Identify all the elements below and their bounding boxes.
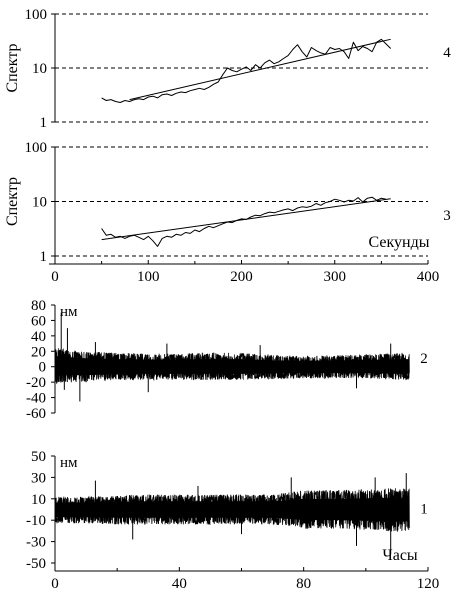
panel4-y-axis-label: Спектр <box>4 43 21 92</box>
panel4-spectrum-line <box>101 38 392 103</box>
panel2-y-tick-label: 0 <box>39 360 47 376</box>
panel4-label: 4 <box>443 45 451 61</box>
panel1-signal-core <box>55 497 410 522</box>
panel4-y-tick-label: 100 <box>25 7 48 23</box>
panel3-fit-line <box>101 198 391 241</box>
panel3-y-axis-label: Спектр <box>4 177 21 226</box>
panel2-label: 2 <box>420 351 428 367</box>
panel2-signal-core <box>55 356 410 376</box>
panel3-spectrum-line <box>101 196 387 247</box>
panel2-y-tick-label: -20 <box>26 375 46 391</box>
panel1-y-tick-label: -10 <box>26 513 46 529</box>
panel3-x-tick-label: 300 <box>324 269 347 285</box>
panel3-y-tick-label: 1 <box>40 249 48 265</box>
panel3-x-tick-label: 200 <box>230 269 253 285</box>
panel1-x-tick-label: 80 <box>296 576 311 592</box>
panel2-y-tick-label: 20 <box>31 344 46 360</box>
panel2-y-tick-label: -60 <box>26 406 46 422</box>
panel4-y-tick-label: 1 <box>40 115 48 131</box>
panel1-unit-label: нм <box>60 455 78 471</box>
panel3-x-tick-label: 0 <box>51 269 59 285</box>
panel4-y-tick-label: 10 <box>32 61 47 77</box>
panel1-y-tick-label: 50 <box>31 449 46 465</box>
panel2-unit-label: нм <box>60 304 78 320</box>
panel3-x-axis-label: Секунды <box>369 234 430 251</box>
panel1-label: 1 <box>420 502 428 518</box>
panel1-y-tick-label: -50 <box>26 556 46 572</box>
panel2-y-tick-label: 40 <box>31 329 46 345</box>
panel1-y-tick-label: -30 <box>26 535 46 551</box>
panel3-y-tick-label: 100 <box>25 140 48 156</box>
panel4-fit-line <box>129 38 391 101</box>
panel2-y-tick-label: 80 <box>31 298 46 314</box>
panel3-panel: 1 10 100 Спектр 3 0 100 200 300 400 Секунды <box>4 140 451 285</box>
panel1-y-tick-label: 10 <box>31 492 46 508</box>
panel3-label: 3 <box>443 208 451 224</box>
panel1-x-tick-label: 120 <box>417 576 440 592</box>
panel1-signal-trace <box>54 488 410 532</box>
panel3-y-tick-label: 10 <box>32 195 47 211</box>
panel2-y-tick-label: 60 <box>31 313 46 329</box>
panel1-x-tick-label: 40 <box>172 576 187 592</box>
panel3-x-tick-label: 100 <box>137 269 160 285</box>
panel1-x-axis-label: Часы <box>382 547 418 564</box>
panel1-y-tick-label: 30 <box>31 470 46 486</box>
panel2-y-tick-label: -40 <box>26 391 46 407</box>
panel1-x-tick-label: 0 <box>51 576 59 592</box>
panel3-x-tick-label: 400 <box>417 269 440 285</box>
panel4-panel: 1 10 100 Спектр 4 <box>4 7 451 131</box>
